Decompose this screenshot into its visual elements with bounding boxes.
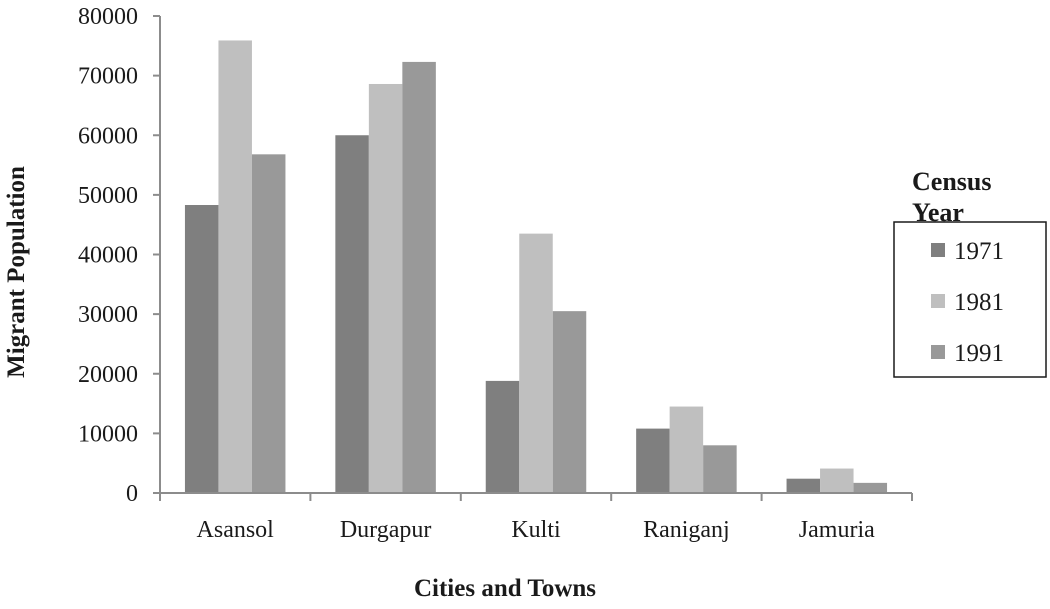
x-category-label: Asansol bbox=[197, 517, 275, 543]
bar-jamuria-1971 bbox=[786, 478, 821, 493]
x-category-label: Kulti bbox=[511, 517, 561, 543]
bar-jamuria-1981 bbox=[820, 468, 854, 493]
bar-kulti-1991 bbox=[552, 311, 587, 493]
y-axis-title: Migrant Population bbox=[3, 166, 30, 378]
bar-asansol-1991 bbox=[251, 154, 286, 493]
y-tick-label: 20000 bbox=[78, 362, 138, 388]
y-tick-label: 50000 bbox=[78, 183, 138, 209]
bar-raniganj-1991 bbox=[703, 445, 737, 493]
y-tick-label: 40000 bbox=[78, 243, 138, 269]
legend-swatch-1981 bbox=[931, 294, 945, 308]
y-tick-label: 30000 bbox=[78, 302, 138, 328]
bar-durgapur-1991 bbox=[402, 61, 436, 493]
y-tick-label: 60000 bbox=[78, 123, 138, 149]
bar-kulti-1971 bbox=[485, 380, 520, 493]
legend-items: 1971 1981 1991 bbox=[931, 238, 1004, 367]
bar-kulti-1981 bbox=[519, 233, 553, 493]
ticks-layer: 0 10000 20000 30000 40000 50000 60000 70000 8000… bbox=[78, 4, 913, 543]
x-category-label: Jamuria bbox=[799, 517, 875, 543]
bar-durgapur-1971 bbox=[335, 135, 369, 493]
bar-asansol-1971 bbox=[184, 205, 219, 494]
y-tick-label: 0 bbox=[126, 481, 138, 507]
y-tick-label: 70000 bbox=[78, 64, 138, 90]
bar-raniganj-1981 bbox=[669, 406, 704, 493]
legend-swatch-1991 bbox=[931, 345, 945, 359]
y-tick-label: 10000 bbox=[78, 421, 138, 447]
x-category-label: Raniganj bbox=[643, 517, 730, 543]
bar-asansol-1981 bbox=[218, 40, 252, 493]
legend-title-line-1: Census bbox=[912, 167, 991, 196]
x-category-label: Durgapur bbox=[340, 517, 432, 543]
legend-label-1971: 1971 bbox=[954, 238, 1004, 265]
legend-label-1981: 1981 bbox=[954, 289, 1004, 316]
y-tick-label: 80000 bbox=[78, 4, 138, 30]
legend-swatch-1971 bbox=[931, 243, 945, 257]
x-axis-title: Cities and Towns bbox=[414, 575, 596, 602]
legend-box bbox=[893, 221, 1047, 378]
bars-layer bbox=[184, 40, 888, 494]
bar-raniganj-1971 bbox=[636, 428, 670, 493]
bar-jamuria-1991 bbox=[853, 482, 888, 493]
legend-label-1991: 1991 bbox=[954, 340, 1004, 367]
bar-durgapur-1981 bbox=[368, 83, 403, 493]
